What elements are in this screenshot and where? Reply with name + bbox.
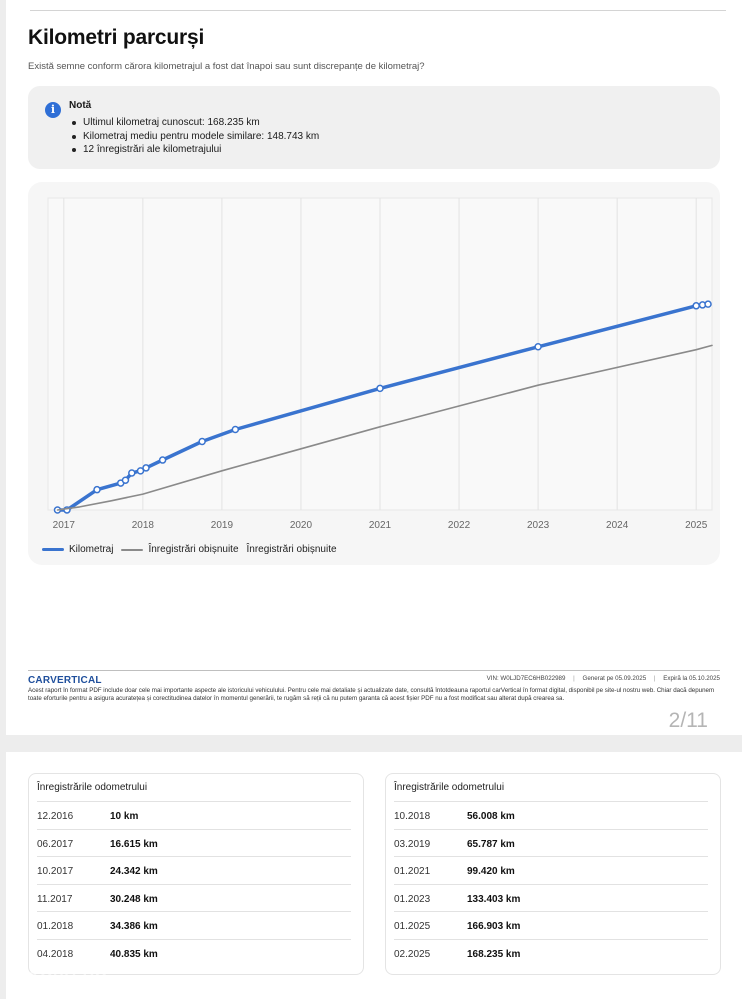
record-km: 166.903 km <box>467 921 521 932</box>
table-row: 10.2017 24.342 km <box>37 856 351 884</box>
table-row: 06.2017 16.615 km <box>37 829 351 857</box>
table-row: 03.2019 65.787 km <box>394 829 708 857</box>
record-km: 65.787 km <box>467 839 515 850</box>
record-date: 11.2017 <box>37 894 73 905</box>
legend-label: Kilometraj <box>69 544 114 555</box>
record-km: 34.386 km <box>110 921 158 932</box>
note-list: Ultimul kilometraj cunoscut: 168.235 km … <box>69 116 319 157</box>
record-km: 16.615 km <box>110 839 158 850</box>
report-meta: VIN: W0LJD7EC6HB022989 | Generat pe 05.0… <box>481 675 720 682</box>
note-box: i Notă Ultimul kilometraj cunoscut: 168.… <box>28 86 720 169</box>
table-row: 02.2025 168.235 km <box>394 939 708 967</box>
record-date: 06.2017 <box>37 839 74 850</box>
mileage-chart-card: 2017 2018 2019 2020 2021 2022 2023 2024 2025 Kil… <box>28 182 720 565</box>
footer-divider <box>28 670 720 671</box>
note-item: Ultimul kilometraj cunoscut: 168.235 km <box>69 116 319 130</box>
series-line-kilometraj <box>55 302 710 512</box>
x-tick-label: 2024 <box>606 520 629 531</box>
data-point <box>121 476 130 484</box>
disclaimer: Acest raport în format PDF include doar … <box>28 687 715 702</box>
data-point <box>692 302 700 310</box>
table-header: Înregistrările odometrului <box>37 782 148 793</box>
table-row: 10.2018 56.008 km <box>394 801 708 829</box>
record-km: 40.835 km <box>110 949 158 960</box>
mileage-chart: 2017 2018 2019 2020 2021 2022 2023 2024 2025 <box>47 197 713 531</box>
legend-swatch-kilometraj <box>42 548 64 551</box>
carvertical-logo: CARVERTICAL <box>28 675 102 686</box>
report-page-2: Înregistrările odometrului 12.2016 10 km… <box>6 752 742 999</box>
record-date: 03.2019 <box>394 839 431 850</box>
meta-separator: | <box>653 675 656 682</box>
record-date: 01.2018 <box>37 921 74 932</box>
top-divider <box>30 10 726 11</box>
record-date: 10.2017 <box>37 866 74 877</box>
odometer-table-left: Înregistrările odometrului 12.2016 10 km… <box>28 773 364 975</box>
data-point <box>376 384 384 393</box>
record-km: 133.403 km <box>467 894 521 905</box>
record-date: 02.2025 <box>394 949 431 960</box>
page-subtitle: Există semne conform cărora kilometrajul… <box>28 61 425 72</box>
data-point <box>128 469 136 477</box>
series-line-typical <box>56 344 713 511</box>
x-tick-label: 2020 <box>290 520 313 531</box>
info-icon: i <box>45 102 61 118</box>
table-row: 12.2016 10 km <box>37 801 351 829</box>
page-title: Kilometri parcurși <box>28 26 205 49</box>
note-item: 12 înregistrări ale kilometrajului <box>69 143 319 157</box>
data-point <box>704 300 712 308</box>
data-point <box>93 485 101 494</box>
chart-legend: Kilometraj Înregistrări obișnuite Înregi… <box>42 544 345 555</box>
table-row: 01.2023 133.403 km <box>394 884 708 912</box>
record-km: 10 km <box>110 811 139 822</box>
watermark: AUTOVIT.RO <box>6 970 108 987</box>
vin-label: VIN: W0LJD7EC6HB022989 <box>486 675 566 682</box>
table-row: 01.2025 166.903 km <box>394 911 708 939</box>
record-date: 01.2021 <box>394 866 431 877</box>
data-point <box>136 467 145 475</box>
record-km: 99.420 km <box>467 866 515 877</box>
table-header: Înregistrările odometrului <box>394 782 505 793</box>
x-tick-label: 2017 <box>53 520 76 531</box>
data-point <box>231 425 240 434</box>
odometer-table-right: Înregistrările odometrului 10.2018 56.00… <box>385 773 721 975</box>
x-tick-label: 2023 <box>527 520 550 531</box>
generated-date: Generat pe 05.09.2025 <box>582 675 647 682</box>
record-km: 56.008 km <box>467 811 515 822</box>
record-date: 01.2023 <box>394 894 431 905</box>
meta-separator: | <box>573 675 575 682</box>
record-km: 168.235 km <box>467 949 521 960</box>
table-row: 01.2018 34.386 km <box>37 911 351 939</box>
data-point <box>198 437 206 446</box>
x-tick-label: 2025 <box>685 520 708 531</box>
data-point <box>534 343 542 351</box>
record-km: 24.342 km <box>110 866 158 877</box>
x-tick-label: 2022 <box>448 520 471 531</box>
x-tick-label: 2021 <box>369 520 392 531</box>
record-date: 01.2025 <box>394 921 431 932</box>
table-row: 01.2021 99.420 km <box>394 856 708 884</box>
legend-label: Înregistrări obișnuite <box>148 544 239 555</box>
note-item: Kilometraj mediu pentru modele similare:… <box>69 130 319 144</box>
note-title: Notă <box>69 100 92 111</box>
expiry-date: Expiră la 05.10.2025 <box>663 675 720 682</box>
table-row: 11.2017 30.248 km <box>37 884 351 912</box>
page-number: 2/11 <box>668 709 708 732</box>
data-point <box>142 464 150 472</box>
data-point <box>158 456 167 464</box>
legend-swatch-typical <box>121 548 144 551</box>
record-km: 30.248 km <box>110 894 158 905</box>
legend-item-kilometraj[interactable]: Kilometraj <box>42 544 113 555</box>
report-page: Kilometri parcurși Există semne conform … <box>6 0 742 735</box>
legend-item-typical[interactable]: Înregistrări obișnuite <box>121 544 239 555</box>
x-tick-label: 2019 <box>211 520 234 531</box>
record-date: 04.2018 <box>37 949 74 960</box>
record-date: 10.2018 <box>394 811 431 822</box>
record-date: 12.2016 <box>37 811 74 822</box>
x-tick-label: 2018 <box>132 520 155 531</box>
table-row: 04.2018 40.835 km <box>37 939 351 967</box>
legend-item-typical-duplicate[interactable]: Înregistrări obișnuite <box>247 544 337 555</box>
legend-label: Înregistrări obișnuite <box>246 544 337 555</box>
